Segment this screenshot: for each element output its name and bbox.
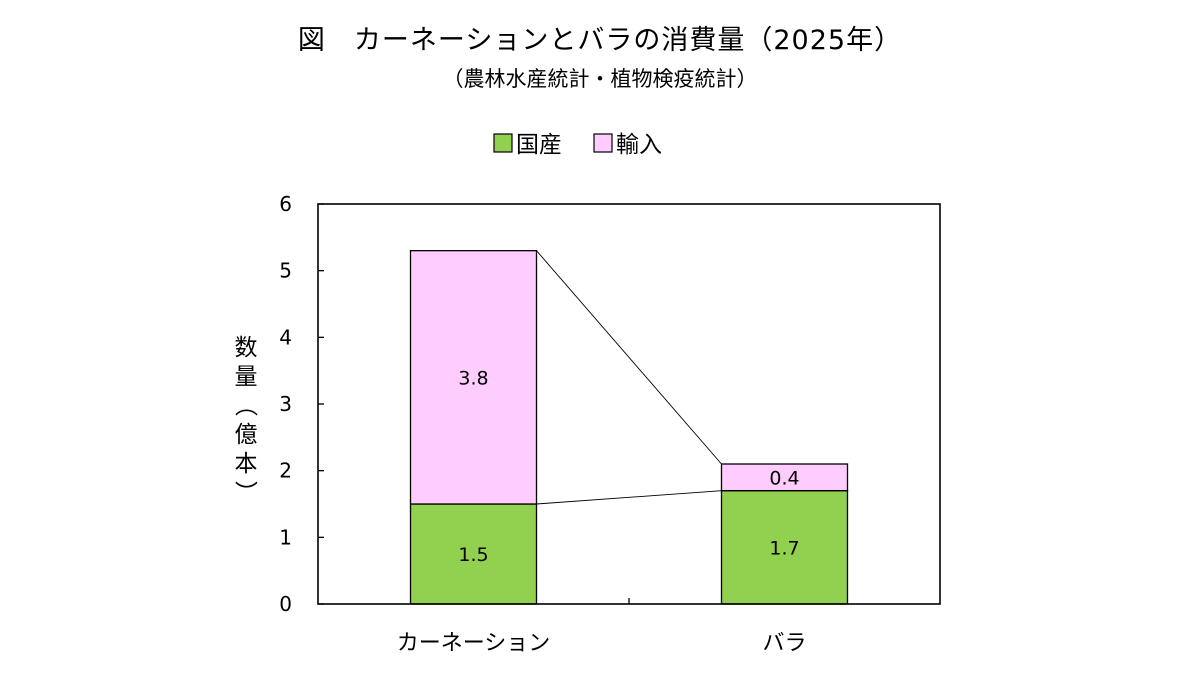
y-tick-label: 0: [279, 592, 292, 616]
bar-segment: [720, 463, 849, 492]
y-tick-label: 3: [279, 392, 292, 416]
chart-title: 図 カーネーションとバラの消費量（2025年）: [297, 25, 903, 56]
y-axis-label-char: 量: [235, 364, 258, 390]
y-tick-label: 5: [279, 259, 292, 283]
y-tick-label: 1: [279, 525, 292, 549]
data-label: 1.5: [458, 544, 488, 566]
legend-swatch: [593, 133, 613, 153]
chart-subtitle: （農林水産統計・植物検疫統計）: [442, 67, 758, 91]
x-tick-label: カーネーション: [397, 631, 551, 656]
y-tick-label: 6: [279, 192, 292, 216]
data-label: 3.8: [458, 367, 488, 389]
y-axis-label-char: 数: [235, 335, 258, 361]
legend-label: 輸入: [616, 132, 662, 158]
data-label: 0.4: [769, 467, 799, 489]
series-line: [536, 490, 722, 505]
y-axis-label-char: 本: [235, 451, 258, 477]
y-tick-label: 2: [279, 459, 292, 483]
bar-segment: [409, 250, 538, 505]
y-axis-label-char: ）: [232, 481, 258, 504]
x-tick-label: バラ: [762, 631, 806, 656]
legend-label: 国産: [516, 132, 562, 158]
y-tick-label: 4: [279, 325, 292, 349]
series-line: [536, 250, 722, 465]
y-axis-label-char: （: [232, 394, 258, 417]
data-label: 1.7: [769, 537, 799, 559]
y-axis-label-char: 億: [235, 422, 258, 448]
bar-segment: [720, 490, 849, 605]
legend-swatch: [493, 133, 513, 153]
